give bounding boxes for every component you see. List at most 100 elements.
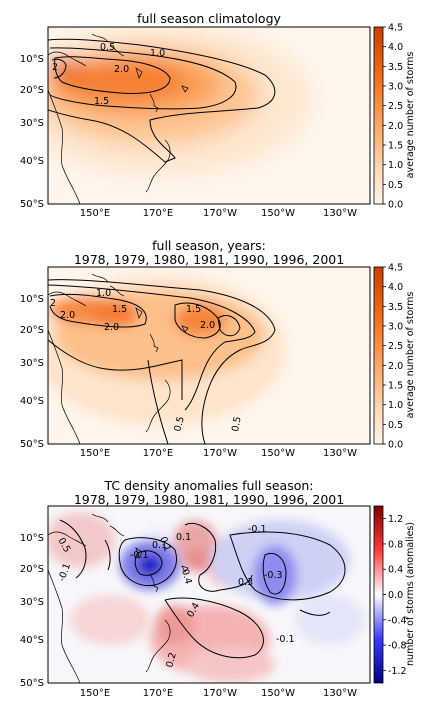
panel-3-contour-label: 0.1 <box>152 540 167 551</box>
colorbar-tick-label: 1.5 <box>388 381 403 392</box>
panel-3-coastlines <box>48 513 189 683</box>
panel-3-contour-label: 0.2 <box>164 651 179 668</box>
panel-3-contour-label: 0.1 <box>157 535 173 553</box>
y-tick-label: 40°S <box>20 635 44 646</box>
colorbar-tick-label: 2.5 <box>388 341 403 352</box>
panel-2-contour-label: 2.0 <box>104 322 119 333</box>
panel-2-colorbar: 0.0 0.5 1.0 1.5 2.0 2.5 3.0 3.5 4.0 4.5 average n… <box>373 263 416 451</box>
x-tick-label: 150°E <box>80 688 110 699</box>
y-tick-label: 10°S <box>20 294 44 305</box>
colorbar-tick-label: 0.0 <box>388 200 403 211</box>
colorbar-tick-label: 4.5 <box>388 263 403 274</box>
panel-2-contour-label: 0.5 <box>172 415 187 432</box>
colorbar-tick-label: 2.5 <box>388 101 403 112</box>
panel-3-subtitle: 1978, 1979, 1980, 1981, 1990, 1996, 2001 <box>74 492 344 507</box>
panel-1-contour-label: 1.0 <box>150 48 165 59</box>
panel-2-title: full season, years: <box>152 238 266 253</box>
colorbar-tick-label: 0.0 <box>388 590 403 601</box>
panel-1-contour-label: 2.0 <box>114 64 129 75</box>
panel-1-colorbar: 0.0 0.5 1.0 1.5 2.0 2.5 3.0 3.5 4.0 4.5 average n… <box>373 23 416 211</box>
x-tick-label: 170°W <box>203 688 237 699</box>
panel-1-contour-label: 1.5 <box>94 96 109 107</box>
y-tick-label: 30°S <box>20 358 44 369</box>
panel-2-coastlines <box>48 273 189 444</box>
panel-1-coastlines <box>48 33 189 204</box>
panel-1-contour-label: 0.5 <box>100 42 115 53</box>
x-tick-label: 150°W <box>261 448 295 459</box>
colorbar-tick-label: 3.5 <box>388 62 403 73</box>
panel-3-contour-label: 0.4 <box>179 568 194 585</box>
y-tick-label: 50°S <box>20 439 44 450</box>
x-tick-label: 150°E <box>80 448 110 459</box>
panel-2-contour-label: 2.0 <box>60 310 75 321</box>
panel-1-map <box>48 27 370 204</box>
panel-1-contour-label: 2 <box>52 62 58 73</box>
panel-3-contour-label: -0.1 <box>248 524 267 535</box>
colorbar-tick-label: -0.4 <box>388 615 407 626</box>
colorbar-tick-label: 4.5 <box>388 23 403 34</box>
y-tick-label: 10°S <box>20 54 44 65</box>
panel-1: full season climatology <box>20 11 416 219</box>
y-tick-label: 50°S <box>20 199 44 210</box>
colorbar-tick-label: 2.0 <box>388 121 403 132</box>
x-tick-label: 150°W <box>261 208 295 219</box>
x-tick-label: 170°E <box>143 208 173 219</box>
panel-1-contours <box>48 38 276 163</box>
panel-2-contour-label: 1.0 <box>96 288 111 299</box>
colorbar-tick-label: 1.0 <box>388 400 403 411</box>
x-tick-label: 130°W <box>323 688 357 699</box>
colorbar-tick-label: 4.0 <box>388 42 403 53</box>
panel-2-map <box>48 267 370 444</box>
panel-2-contour-label: 2.0 <box>200 320 215 331</box>
panel-2-contour-label: 2 <box>50 298 56 309</box>
panel-3-title: TC density anomalies full season: <box>104 478 314 493</box>
colorbar-label: number of storms (anomalies) <box>405 522 416 666</box>
y-tick-label: 10°S <box>20 533 44 544</box>
colorbar-tick-label: -1.2 <box>388 666 407 677</box>
y-tick-label: 20°S <box>20 325 44 336</box>
x-tick-label: 130°W <box>323 448 357 459</box>
colorbar-tick-label: 3.0 <box>388 82 403 93</box>
panel-1-title: full season climatology <box>137 11 281 26</box>
y-tick-label: 40°S <box>20 156 44 167</box>
colorbar-tick-label: 1.2 <box>388 514 403 525</box>
panel-2-contour-label: 0.5 <box>230 416 243 433</box>
y-tick-label: 20°S <box>20 85 44 96</box>
y-tick-label: 30°S <box>20 118 44 129</box>
colorbar-label: average number of storms <box>405 292 416 419</box>
panel-3-colorbar: 1.2 0.8 0.4 0.0 -0.4 -0.8 -1.2 number of storm… <box>373 505 416 684</box>
panel-1-y-ticks: 10°S 20°S 30°S 40°S 50°S <box>20 54 44 210</box>
colorbar-tick-label: 0.5 <box>388 180 403 191</box>
colorbar-tick-label: 3.0 <box>388 322 403 333</box>
panel-2-contour-label: 1.5 <box>112 304 127 315</box>
panel-2-contours <box>48 279 276 444</box>
panel-3-contours <box>59 519 346 659</box>
colorbar-tick-label: 1.5 <box>388 141 403 152</box>
y-tick-label: 20°S <box>20 564 44 575</box>
y-tick-label: 40°S <box>20 396 44 407</box>
x-tick-label: 150°E <box>80 208 110 219</box>
colorbar-tick-label: 3.5 <box>388 302 403 313</box>
panel-3: TC density anomalies full season: 1978, … <box>20 478 416 699</box>
y-tick-label: 50°S <box>20 678 44 689</box>
panel-2-x-ticks: 150°E 170°E 170°W 150°W 130°W <box>80 448 357 459</box>
panel-2: full season, years: 1978, 1979, 1980, 19… <box>20 238 416 459</box>
panel-3-contour-label: 0.1 <box>176 532 191 543</box>
panel-3-map <box>48 506 370 683</box>
x-tick-label: 170°W <box>203 448 237 459</box>
panel-3-contour-label: -0.1 <box>276 634 295 645</box>
colorbar-label: average number of storms <box>405 52 416 179</box>
colorbar-tick-label: 0.8 <box>388 539 403 550</box>
colorbar-tick-label: 4.0 <box>388 282 403 293</box>
y-tick-label: 30°S <box>20 597 44 608</box>
panel-2-contour-label: 1.5 <box>186 304 201 315</box>
panel-3-y-ticks: 10°S 20°S 30°S 40°S 50°S <box>20 533 44 689</box>
panel-3-contour-label: 0.3 <box>238 577 253 588</box>
colorbar-tick-label: 0.5 <box>388 420 403 431</box>
x-tick-label: 170°E <box>143 448 173 459</box>
colorbar-tick-label: 0.4 <box>388 565 403 576</box>
x-tick-label: 130°W <box>323 208 357 219</box>
colorbar-tick-label: 2.0 <box>388 361 403 372</box>
panel-3-contour-label: -0.3 <box>264 570 283 581</box>
